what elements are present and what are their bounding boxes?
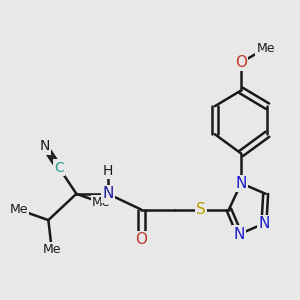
Text: N: N: [40, 140, 50, 154]
Text: O: O: [235, 55, 247, 70]
Text: N: N: [234, 226, 245, 242]
Text: C: C: [54, 160, 64, 175]
Text: H: H: [103, 164, 113, 178]
Text: Me: Me: [92, 196, 110, 209]
Text: Me: Me: [9, 203, 28, 216]
Text: N: N: [236, 176, 247, 191]
Text: N: N: [258, 216, 270, 231]
Text: Me: Me: [256, 42, 275, 55]
Text: O: O: [135, 232, 147, 247]
Text: Me: Me: [43, 243, 61, 256]
Text: N: N: [102, 186, 114, 201]
Text: S: S: [196, 202, 206, 217]
